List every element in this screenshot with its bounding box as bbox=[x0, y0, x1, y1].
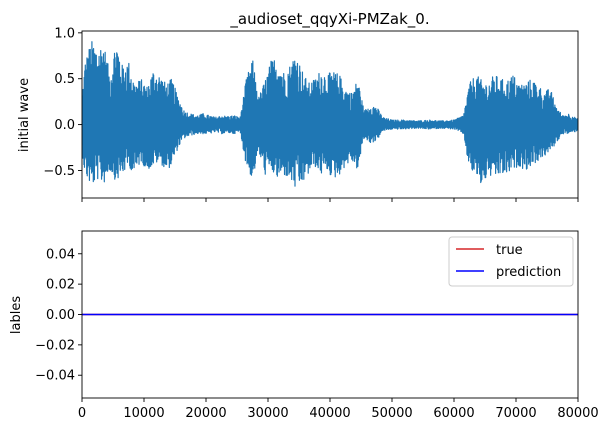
labels-xtick-label: 40000 bbox=[309, 406, 350, 421]
labels-xtick-label: 10000 bbox=[123, 406, 164, 421]
labels-ytick-label: −0.02 bbox=[35, 338, 75, 353]
labels-ytick-label: 0.00 bbox=[46, 308, 75, 323]
labels-xtick-label: 50000 bbox=[371, 406, 412, 421]
labels-ytick-label: −0.04 bbox=[35, 369, 75, 384]
legend: true prediction bbox=[448, 236, 574, 287]
labels-ytick-label: 0.02 bbox=[46, 278, 75, 293]
wave-line bbox=[82, 41, 578, 187]
legend-label-prediction: prediction bbox=[496, 265, 561, 280]
labels-xtick-label: 80000 bbox=[557, 406, 598, 421]
labels-xtick-label: 20000 bbox=[185, 406, 226, 421]
labels-y-axis: −0.04 −0.02 0.00 0.02 0.04 bbox=[35, 247, 82, 384]
labels-xtick-label: 0 bbox=[78, 406, 86, 421]
wave-ytick-label: −0.5 bbox=[43, 164, 75, 179]
wave-title: _audioset_qqyXi-PMZak_0. bbox=[229, 10, 429, 29]
wave-series bbox=[82, 41, 578, 187]
wave-ytick-label: 0.5 bbox=[54, 72, 75, 87]
wave-ytick-label: 0.0 bbox=[54, 118, 75, 133]
wave-x-axis bbox=[81, 198, 579, 202]
wave-y-axis: −0.5 0.0 0.5 1.0 bbox=[43, 26, 82, 179]
wave-plot-frame bbox=[81, 30, 579, 199]
labels-x-axis: 0 10000 20000 30000 40000 50000 60000 70000 8000… bbox=[78, 398, 599, 421]
wave-ylabel: initial wave bbox=[17, 78, 32, 152]
labels-ytick-label: 0.04 bbox=[46, 247, 75, 262]
wave-ytick-label: 1.0 bbox=[54, 26, 75, 41]
labels-xtick-label: 30000 bbox=[247, 406, 288, 421]
labels-panel: lables −0.04 −0.02 0.00 0.02 0.04 0 10000 2000… bbox=[9, 230, 599, 421]
labels-xtick-label: 70000 bbox=[495, 406, 536, 421]
labels-plot-frame bbox=[81, 230, 579, 399]
labels-ylabel: lables bbox=[9, 296, 24, 334]
wave-panel: _audioset_qqyXi-PMZak_0. initial wave −0… bbox=[17, 10, 579, 202]
legend-label-true: true bbox=[496, 243, 523, 258]
labels-xtick-label: 60000 bbox=[433, 406, 474, 421]
